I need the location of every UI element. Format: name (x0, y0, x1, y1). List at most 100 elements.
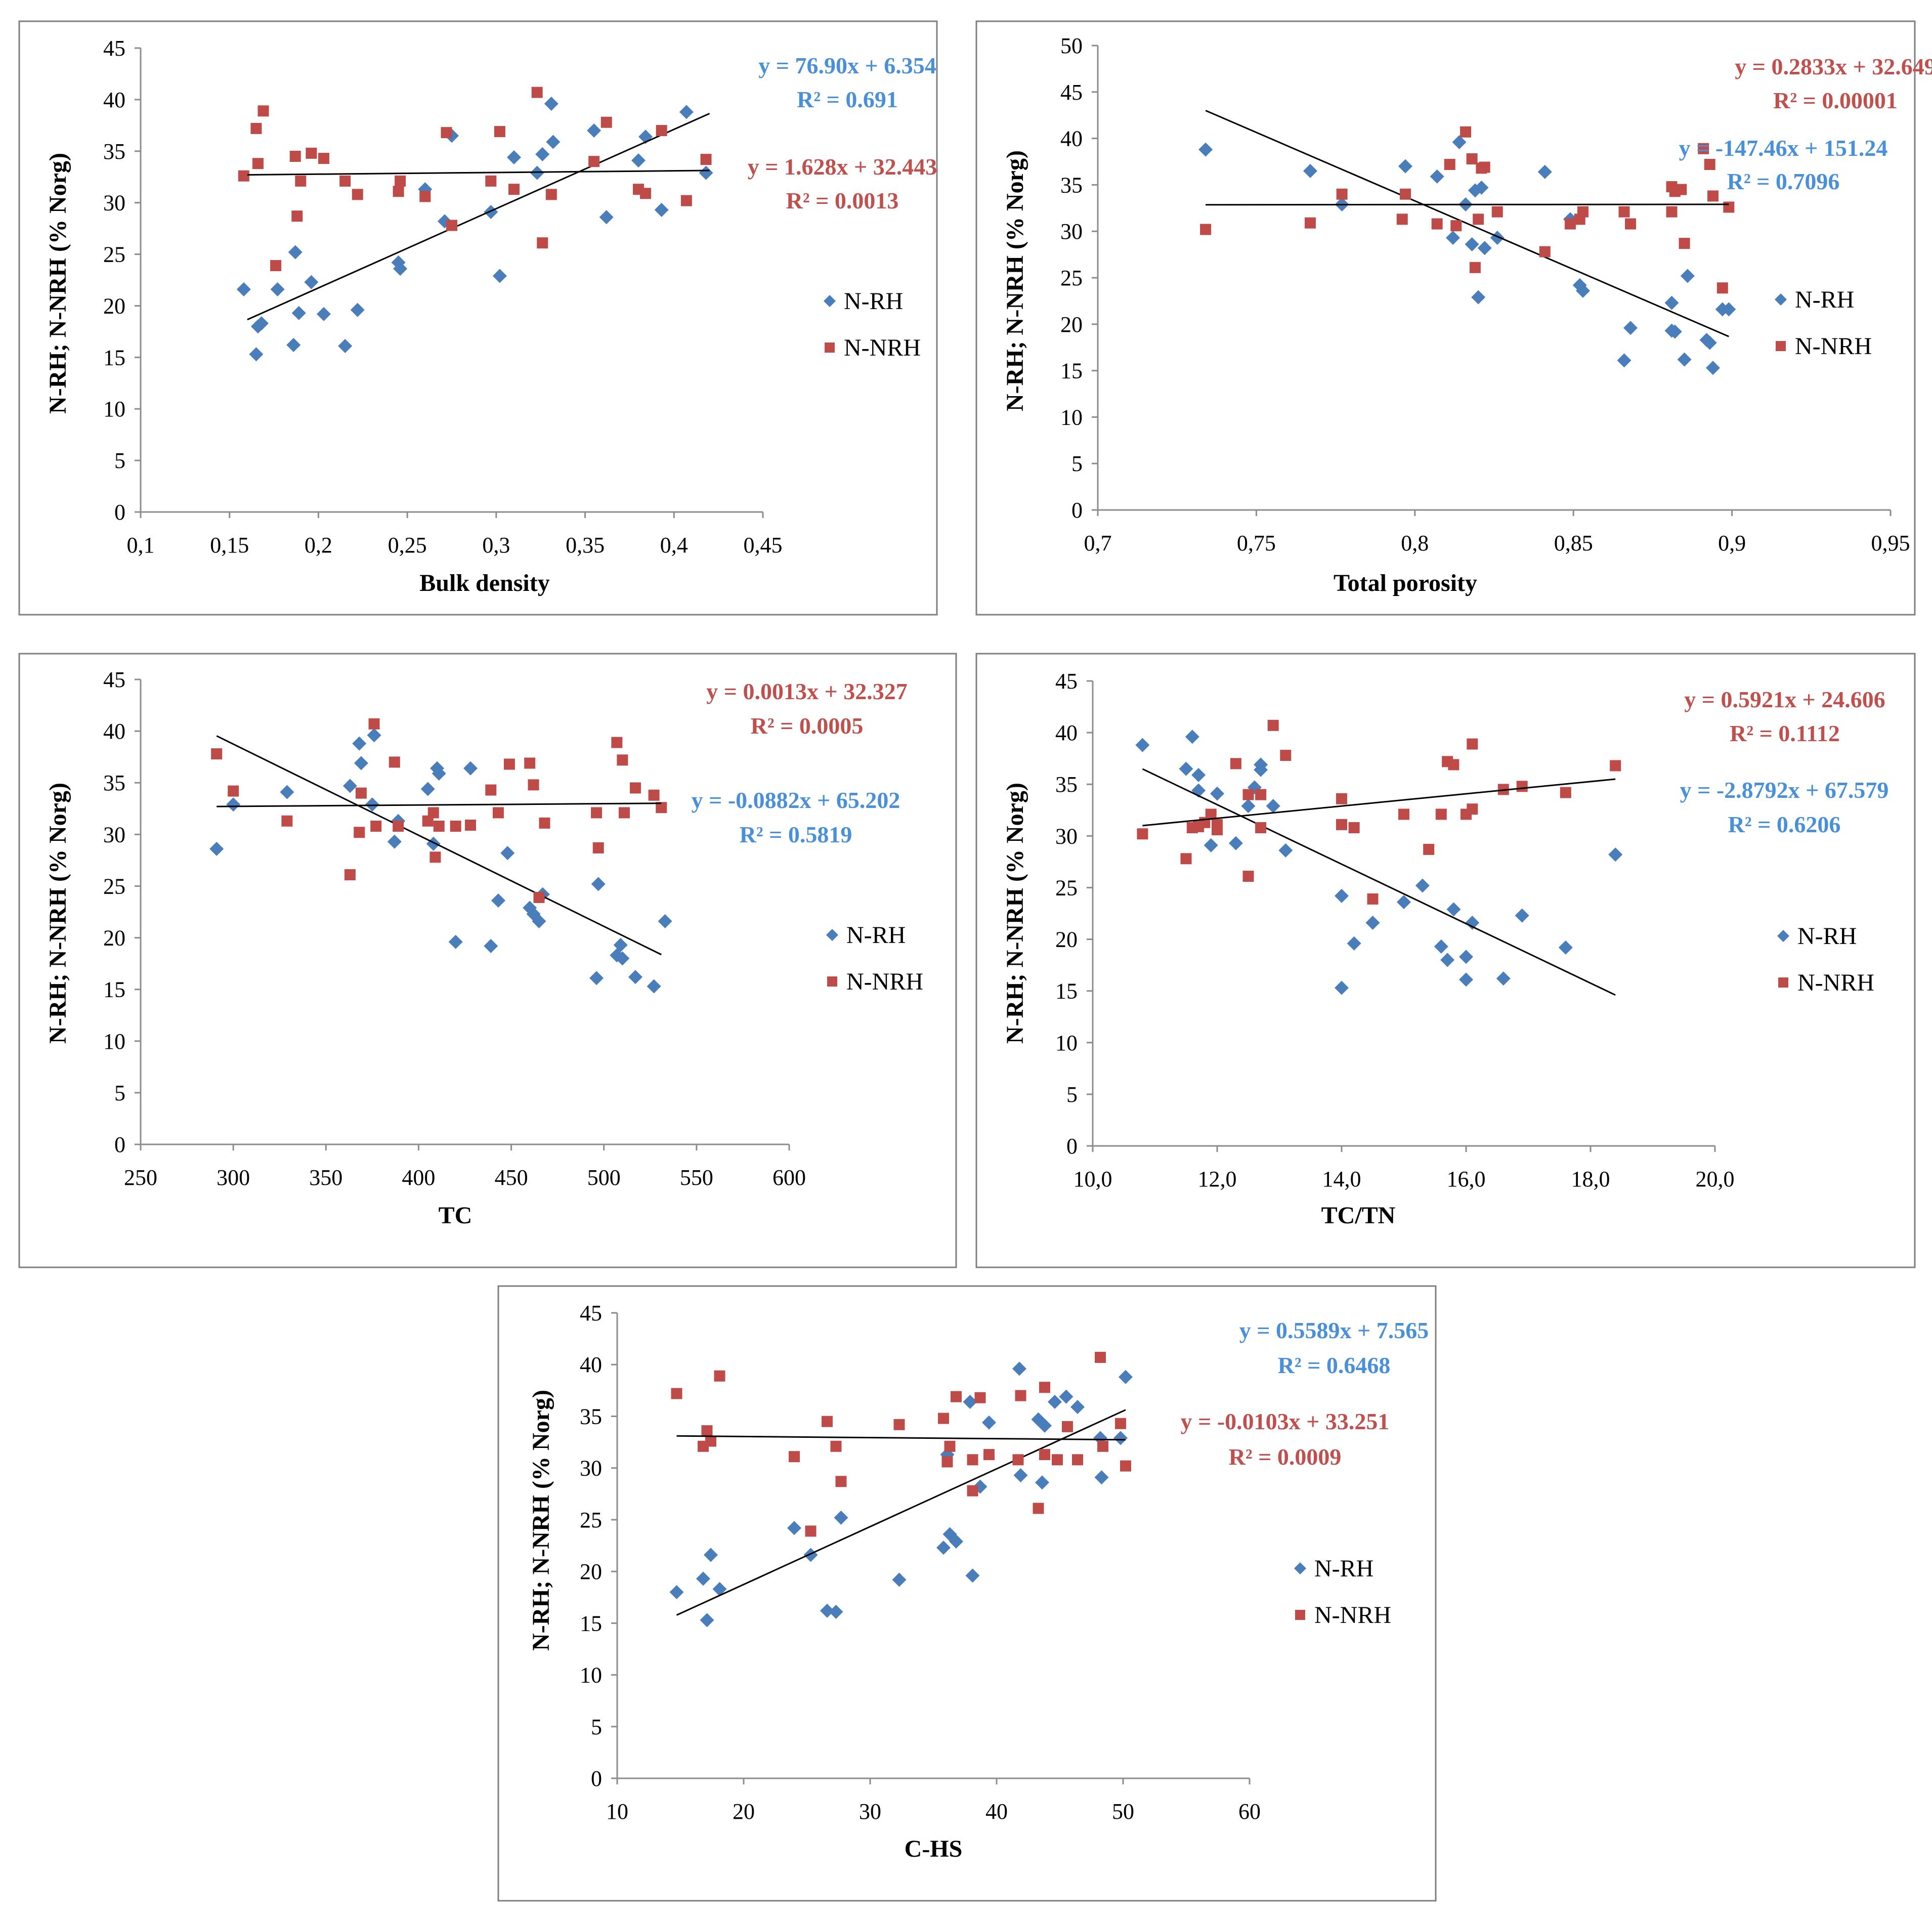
y-tick-label: 45 (103, 667, 125, 692)
data-point-n-rh (1365, 915, 1380, 930)
data-point-n-rh (963, 1394, 977, 1409)
data-point-n-rh (1254, 762, 1268, 777)
data-point-n-nrh (370, 820, 382, 832)
data-point-n-nrh (508, 184, 520, 195)
data-point-n-nrh (1039, 1382, 1050, 1393)
data-point-n-rh (342, 779, 357, 793)
data-point-n-nrh (1120, 1460, 1131, 1472)
y-tick-label: 10 (1055, 1031, 1078, 1055)
y-tick-label: 15 (103, 345, 125, 370)
trend-equation: y = 0.0013x + 32.327 (706, 678, 907, 704)
legend: N-RH N-NRH (1777, 923, 1874, 996)
legend-marker-n-nrh (825, 343, 835, 353)
data-point-n-nrh (656, 802, 667, 814)
y-tick-label: 45 (580, 1301, 602, 1326)
data-point-n-nrh (714, 1370, 725, 1382)
data-point-n-rh (1702, 335, 1717, 350)
x-tick-label: 500 (587, 1165, 621, 1190)
trend-line-n-rh (216, 735, 662, 956)
data-point-n-rh (1496, 971, 1511, 986)
data-point-n-rh (1515, 908, 1529, 923)
data-point-n-nrh (648, 789, 660, 801)
data-point-n-nrh (1280, 750, 1292, 761)
y-tick-label: 30 (580, 1456, 602, 1481)
data-point-n-nrh (1012, 1454, 1024, 1466)
y-tick-label: 20 (103, 293, 125, 318)
data-point-n-rh (484, 938, 498, 953)
data-point-n-nrh (1180, 853, 1192, 865)
series-n-nrh (238, 87, 712, 271)
data-point-n-nrh (830, 1440, 842, 1452)
y-tick-label: 10 (103, 397, 125, 421)
data-point-n-nrh (1473, 214, 1484, 225)
y-axis-title: N-RH; N-NRH (% Norg) (528, 1390, 554, 1651)
legend: N-RH N-NRH (1775, 286, 1872, 360)
legend: N-RH N-NRH (1294, 1555, 1391, 1629)
data-point-n-rh (1013, 1468, 1028, 1482)
x-tick-label: 0,9 (1718, 531, 1746, 556)
data-point-n-rh (288, 245, 303, 260)
x-tick-label: 550 (680, 1165, 713, 1190)
data-point-n-nrh (1115, 1418, 1126, 1429)
y-tick-label: 35 (103, 771, 125, 795)
data-point-n-rh (393, 262, 408, 276)
data-point-n-rh (1667, 324, 1682, 339)
data-point-n-nrh (352, 189, 363, 200)
x-tick-label: 14,0 (1322, 1167, 1361, 1191)
y-tick-label: 10 (1060, 405, 1083, 430)
data-point-n-nrh (281, 815, 293, 827)
data-point-n-nrh (1399, 188, 1411, 200)
data-point-n-rh (696, 1571, 710, 1586)
data-point-n-nrh (671, 1388, 682, 1399)
x-tick-label: 0,85 (1554, 531, 1593, 556)
data-point-n-rh (1179, 761, 1193, 776)
data-point-n-nrh (306, 147, 317, 159)
data-point-n-rh (1241, 799, 1256, 814)
x-tick-label: 60 (1238, 1799, 1261, 1824)
legend-marker-n-rh (1775, 293, 1787, 306)
data-point-n-nrh (485, 175, 497, 187)
x-tick-label: 40 (985, 1799, 1008, 1824)
data-point-n-nrh (705, 1435, 716, 1447)
data-point-n-nrh (1336, 188, 1348, 200)
legend-marker-n-nrh (1778, 977, 1788, 988)
data-point-n-rh (1012, 1361, 1026, 1376)
data-point-n-rh (546, 135, 561, 149)
data-point-n-rh (1415, 878, 1430, 893)
data-point-n-rh (463, 761, 478, 776)
data-point-n-nrh (592, 842, 604, 853)
trend-r-squared: R² = 0.0009 (1229, 1444, 1342, 1470)
data-point-n-nrh (318, 153, 329, 164)
trend-line-n-nrh (676, 1435, 1126, 1441)
data-point-n-nrh (1072, 1454, 1083, 1466)
x-tick-label: 10,0 (1074, 1167, 1112, 1191)
data-point-n-nrh (250, 122, 262, 134)
data-point-n-nrh (1304, 217, 1316, 229)
data-point-n-rh (704, 1548, 718, 1562)
x-tick-label: 0,8 (1401, 531, 1429, 556)
x-tick-label: 250 (124, 1165, 157, 1190)
y-tick-label: 45 (103, 36, 125, 61)
data-point-n-rh (982, 1415, 996, 1430)
y-tick-label: 15 (580, 1611, 602, 1636)
data-point-n-rh (712, 1582, 727, 1596)
y-tick-label: 25 (1060, 266, 1083, 290)
data-point-n-nrh (464, 819, 476, 831)
data-point-n-nrh (1062, 1421, 1073, 1432)
x-tick-label: 20,0 (1696, 1167, 1735, 1191)
data-point-n-nrh (1336, 793, 1347, 804)
data-point-n-rh (1576, 283, 1591, 298)
data-point-n-rh (1278, 843, 1293, 858)
data-point-n-rh (387, 834, 402, 849)
data-point-n-nrh (1212, 824, 1223, 836)
data-point-n-nrh (1242, 870, 1254, 882)
trend-line-n-rh (676, 1409, 1126, 1616)
trend-equation: y = -0.0103x + 33.251 (1181, 1408, 1390, 1434)
data-point-n-rh (1446, 902, 1461, 917)
data-point-n-rh (965, 1568, 980, 1583)
x-tick-label: 0,4 (660, 533, 688, 558)
data-point-n-nrh (1015, 1390, 1026, 1401)
data-point-n-nrh (600, 116, 612, 128)
data-point-n-rh (1474, 180, 1489, 195)
trend-line-n-rh (1142, 768, 1616, 996)
